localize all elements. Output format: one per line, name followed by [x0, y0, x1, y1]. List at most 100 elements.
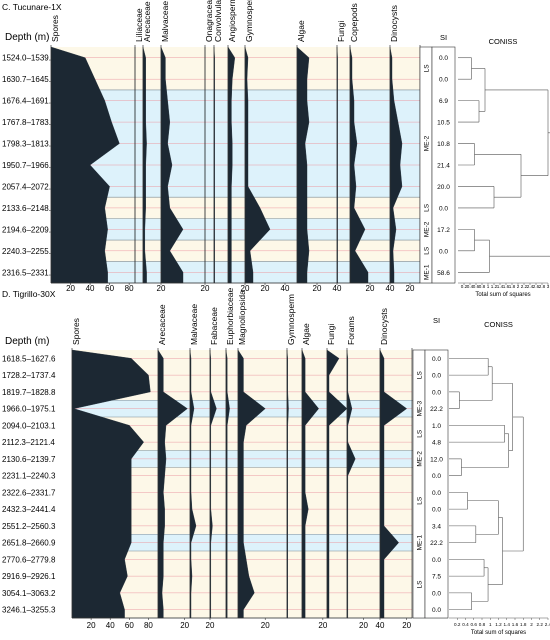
- column-header: Gymnosperm: [286, 294, 296, 345]
- depth-label: 2432.3–2441.4: [2, 505, 56, 514]
- depth-label: 2316.5–2331.7: [2, 268, 56, 277]
- column-header: Algae: [301, 323, 311, 345]
- si-header: SI: [440, 33, 447, 42]
- zone-label: LS: [423, 246, 430, 255]
- si-value: 10.5: [437, 120, 450, 127]
- depth-label: 2551.2–2560.3: [2, 522, 56, 531]
- taxon-curve-gymnosperm: [244, 46, 271, 284]
- coniss-title: CONISS: [484, 320, 513, 329]
- panel-c-depth-label: Depth (m): [5, 32, 49, 43]
- tick-label: 60: [105, 284, 114, 293]
- si-value: 17.2: [437, 227, 450, 234]
- column-header: Arecaceae: [142, 1, 152, 42]
- tick-label: 20: [318, 621, 327, 630]
- tick-label: 20: [261, 621, 270, 630]
- taxon-curve-malvaceae: [189, 349, 197, 619]
- si-value: 0.0: [439, 77, 448, 84]
- si-value: 0.0: [432, 389, 441, 396]
- zone-label: ME-2: [423, 135, 430, 151]
- panel-d-depth-label: Depth (m): [5, 336, 49, 347]
- depth-label: 2770.6–2779.8: [2, 555, 56, 564]
- coniss-tick-label: 2: [517, 284, 520, 289]
- coniss-tick-label: 2: [530, 622, 533, 627]
- tick-label: 40: [376, 621, 385, 630]
- si-value: 0.0: [432, 507, 441, 514]
- si-value: 1.0: [432, 423, 441, 430]
- depth-label: 1767.8–1783.1: [2, 118, 56, 127]
- column-header: Fabaceae: [209, 307, 219, 345]
- si-value: 0.0: [432, 473, 441, 480]
- tick-label: 20: [359, 621, 368, 630]
- taxon-curve-arecaceae: [142, 46, 147, 284]
- taxon-curve-angiosperms: [227, 46, 236, 284]
- depth-label: 3246.1–3255.3: [2, 606, 56, 615]
- taxon-curve-copepods: [349, 46, 369, 284]
- column-header: Forams: [346, 316, 356, 345]
- coniss-tick-label: 2.2: [537, 622, 544, 627]
- column-header: Arecaceae: [157, 304, 167, 345]
- panel-c-tucunare: C. Tucunare-1X Depth (m) 1524.0–1539.216…: [2, 0, 550, 298]
- coniss-tick-label: 2.2: [521, 284, 528, 289]
- tick-label: 20: [157, 284, 166, 293]
- depth-label: 2057.4–2072.6: [2, 182, 56, 191]
- coniss-tick-label: 2.8: [539, 284, 546, 289]
- coniss-tick-label: 0.6: [473, 284, 480, 289]
- taxon-curve-fungi: [326, 349, 348, 619]
- depth-label: 1966.0–1975.1: [2, 405, 56, 414]
- si-value: 0.0: [432, 356, 441, 363]
- taxon-curve-malvaceae: [160, 46, 184, 284]
- column-header: Dinocysts: [389, 5, 399, 42]
- depth-label: 1819.7–1828.8: [2, 388, 56, 397]
- si-value: 0.0: [432, 607, 441, 614]
- taxon-curve-arecaceae: [157, 349, 188, 619]
- si-value: 7.5: [432, 574, 441, 581]
- depth-label: 2130.6–2139.7: [2, 455, 56, 464]
- zone-label: LS: [416, 580, 423, 589]
- si-value: 12.0: [430, 456, 443, 463]
- coniss-xlabel: Total sum of squares: [475, 292, 530, 298]
- si-value: 0.0: [432, 590, 441, 597]
- coniss-tick-label: 2.4: [545, 622, 550, 627]
- taxon-curve-gymnosperm: [286, 349, 289, 619]
- column-header: Copepods: [349, 3, 359, 42]
- column-header: Fungi: [336, 21, 346, 42]
- tick-label: 20: [180, 621, 189, 630]
- depth-label: 1728.2–1737.4: [2, 371, 56, 380]
- taxon-curve-forams: [346, 349, 356, 619]
- tick-label: 60: [125, 621, 134, 630]
- tick-label: 20: [206, 621, 215, 630]
- si-column: [424, 349, 449, 619]
- coniss-tick-label: 2.4: [527, 284, 534, 289]
- tick-label: 40: [86, 284, 95, 293]
- column-header: Dinocysts: [379, 308, 389, 345]
- column-header: Spores: [50, 15, 60, 42]
- zone-band: [51, 47, 420, 90]
- taxon-curve-dinocysts: [379, 349, 408, 619]
- column-header: Fungi: [326, 324, 336, 345]
- column-header: Malvaceae: [189, 304, 199, 345]
- si-value: 0.0: [439, 55, 448, 62]
- depth-label: 2194.6–2209.8: [2, 225, 56, 234]
- si-column: [431, 46, 456, 284]
- tick-label: 20: [261, 284, 270, 293]
- column-header: Angiosperms: [227, 0, 237, 42]
- zone-label: LS: [416, 429, 423, 438]
- column-header: Onagraceae: [204, 0, 214, 42]
- column-header: Gymnosperm: [244, 0, 254, 42]
- coniss-tick-label: 1.2: [491, 284, 498, 289]
- coniss-tick-label: 1.8: [509, 284, 516, 289]
- tick-label: 20: [366, 284, 375, 293]
- depth-label: 2240.3–2255.5: [2, 247, 56, 256]
- coniss-tick-label: 1.6: [512, 622, 519, 627]
- coniss-tick-label: 1.2: [495, 622, 502, 627]
- coniss-tick-label: 0.8: [479, 622, 486, 627]
- column-header: Malvaceae: [160, 1, 170, 42]
- si-value: 6.9: [439, 98, 448, 105]
- tick-label: 20: [87, 621, 96, 630]
- depth-label: 1524.0–1539.2: [2, 54, 56, 63]
- si-header: SI: [433, 316, 440, 325]
- taxon-curve-dinocysts: [389, 46, 403, 284]
- si-value: 4.8: [432, 440, 441, 447]
- zone-strip: [412, 349, 426, 619]
